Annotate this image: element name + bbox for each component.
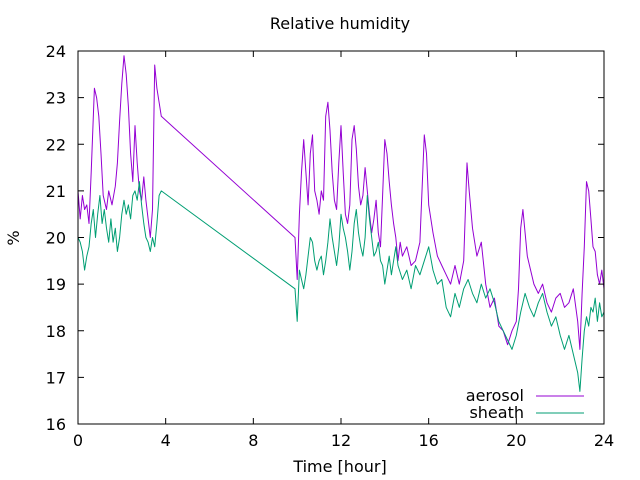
- y-tick-label: 24: [46, 42, 66, 61]
- x-tick-label: 16: [418, 431, 438, 450]
- y-tick-label: 16: [46, 415, 66, 434]
- series-layer: [77, 55, 605, 392]
- series-line-aerosol: [77, 55, 605, 350]
- x-tick-label: 20: [506, 431, 526, 450]
- x-tick-label: 0: [73, 431, 83, 450]
- y-tick-label: 17: [46, 368, 66, 387]
- y-axis-title: %: [4, 230, 23, 245]
- series-line-sheath: [77, 181, 605, 392]
- y-tick-label: 22: [46, 135, 66, 154]
- y-tick-label: 19: [46, 275, 66, 294]
- x-tick-label: 4: [161, 431, 171, 450]
- x-tick-label: 8: [248, 431, 258, 450]
- x-tick-label: 24: [594, 431, 614, 450]
- y-tick-label: 20: [46, 229, 66, 248]
- legend-label-sheath: sheath: [469, 403, 524, 422]
- x-tick-label: 12: [331, 431, 351, 450]
- y-tick-label: 18: [46, 322, 66, 341]
- legend-label-aerosol: aerosol: [466, 386, 524, 405]
- y-axis: 16 17 18 19 20 21 22 23 24: [46, 42, 604, 434]
- y-tick-label: 21: [46, 182, 66, 201]
- x-axis: 0 4 8 12 16 20 24: [73, 51, 614, 450]
- chart-title: Relative humidity: [270, 14, 410, 33]
- x-axis-title: Time [hour]: [292, 457, 386, 476]
- y-tick-label: 23: [46, 89, 66, 108]
